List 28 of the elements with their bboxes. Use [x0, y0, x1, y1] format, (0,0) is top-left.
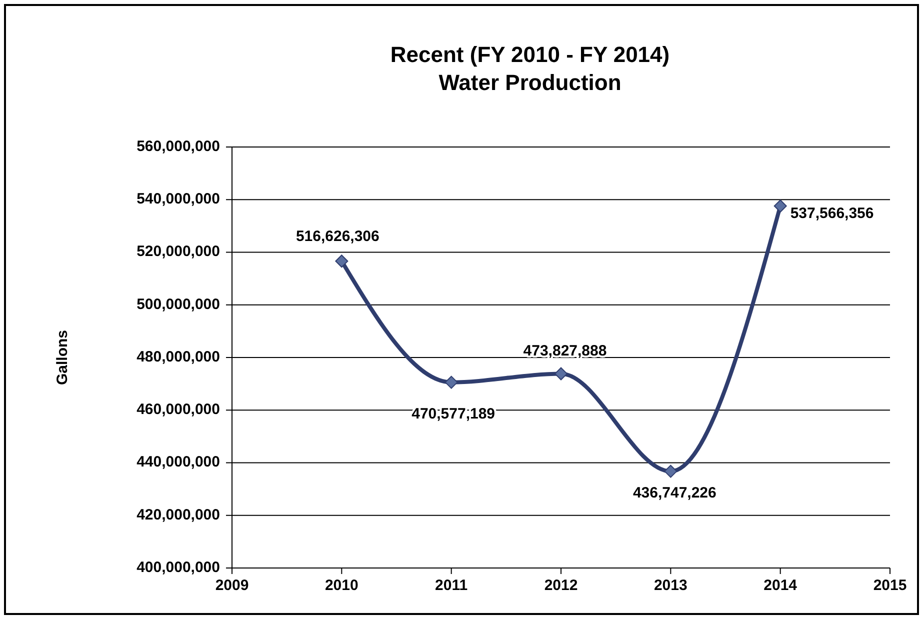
x-tick-label: 2011 — [435, 577, 468, 594]
point — [664, 464, 678, 478]
point — [774, 200, 787, 213]
y-tick-label: 500,000,000 — [136, 296, 220, 313]
data-label: 537,566,356 — [790, 204, 874, 222]
y-tick-label: 540,000,000 — [136, 190, 220, 208]
x-tick-label: 2009 — [215, 577, 249, 594]
point — [554, 367, 568, 380]
x-tick-label: 2012 — [544, 577, 578, 594]
x-tick-label: 2014 — [764, 577, 798, 594]
y-tick-label: 560,000,000 — [136, 138, 220, 155]
y-tick-label: 400,000,000 — [136, 558, 220, 576]
point — [335, 254, 348, 268]
data-label: 436,747,226 — [632, 484, 716, 502]
x-tick-label: 2013 — [654, 577, 688, 594]
point — [444, 376, 458, 389]
y-tick-label: 420,000,000 — [136, 506, 220, 524]
data-label: 516,626,306 — [296, 228, 380, 246]
x-tick-label: 2010 — [324, 577, 358, 594]
data-label: 473,827,888 — [523, 342, 607, 360]
y-axis-title: Gallons — [54, 330, 71, 386]
y-tick-label: 480,000,000 — [136, 348, 220, 366]
x-tick-label: 2015 — [873, 577, 907, 594]
y-tick-label: 460,000,000 — [136, 401, 220, 418]
data-label: 470,577,189 — [412, 405, 496, 422]
y-tick-label: 520,000,000 — [136, 243, 220, 260]
y-tick-label: 440,000,000 — [136, 454, 220, 471]
chart-title: Recent (FY 2010 - FY 2014) Water Production — [390, 42, 670, 95]
